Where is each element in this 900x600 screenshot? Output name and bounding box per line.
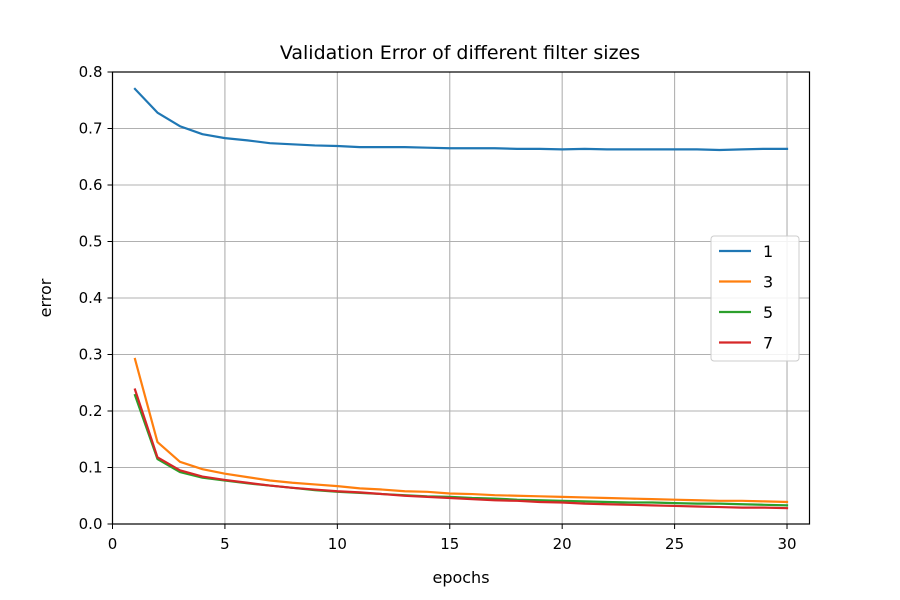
y-tick-label: 0.7 [79, 120, 103, 138]
x-tick-label: 30 [777, 535, 796, 553]
legend-label-7: 7 [763, 334, 773, 353]
legend-label-1: 1 [763, 242, 773, 261]
y-tick-label: 0.3 [79, 346, 103, 364]
y-tick-label: 0.4 [79, 289, 103, 307]
x-axis-label: epochs [432, 568, 489, 587]
x-tick-label: 0 [108, 535, 118, 553]
x-tick-label: 15 [440, 535, 459, 553]
y-tick-label: 0.8 [79, 63, 103, 81]
series-line-3 [133, 357, 789, 504]
chart-title: Validation Error of different filter siz… [280, 42, 640, 64]
series-line-7 [133, 388, 789, 510]
y-tick-label: 0.1 [79, 459, 103, 477]
x-axis: 0 5 10 15 20 25 30 [108, 524, 797, 553]
y-tick-label: 0.2 [79, 402, 103, 420]
legend-box [710, 235, 800, 362]
y-axis-label: error [36, 278, 55, 317]
x-tick-label: 25 [665, 535, 684, 553]
legend-label-3: 3 [763, 273, 773, 292]
y-tick-label: 0.5 [79, 233, 103, 251]
series-line-1 [133, 87, 789, 152]
legend: 1 3 5 7 [710, 235, 800, 362]
y-tick-label: 0.0 [79, 515, 103, 533]
series-lines [133, 87, 789, 510]
x-tick-label: 20 [553, 535, 572, 553]
y-axis: 0.0 0.1 0.2 0.3 0.4 0.5 0.6 0.7 0.8 [79, 63, 113, 533]
x-tick-label: 10 [328, 535, 347, 553]
legend-label-5: 5 [763, 303, 773, 322]
y-tick-label: 0.6 [79, 176, 103, 194]
x-tick-label: 5 [220, 535, 230, 553]
